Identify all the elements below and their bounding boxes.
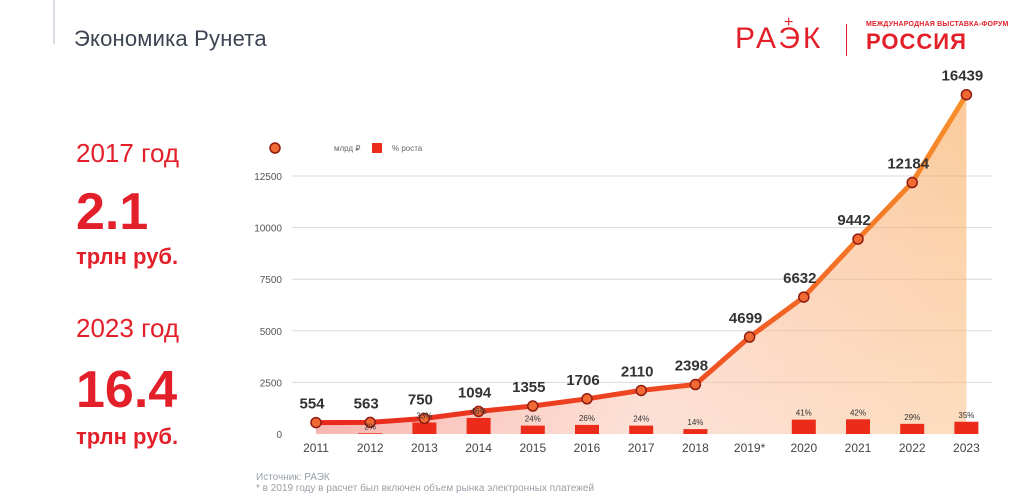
growth-bar bbox=[954, 421, 979, 434]
volume-label: 563 bbox=[354, 395, 379, 412]
x-tick-label: 2012 bbox=[357, 441, 384, 455]
volume-point bbox=[798, 291, 810, 303]
growth-bar-label: 35% bbox=[958, 411, 974, 420]
growth-bar bbox=[412, 422, 437, 434]
growth-bar-label: 26% bbox=[579, 414, 595, 423]
volume-point bbox=[960, 88, 973, 101]
y-tick-label: 12500 bbox=[254, 172, 282, 183]
y-tick-label: 7500 bbox=[260, 275, 283, 286]
volume-label: 750 bbox=[408, 392, 433, 409]
x-tick-label: 2013 bbox=[411, 441, 438, 455]
growth-bar bbox=[520, 425, 545, 434]
volume-point bbox=[527, 400, 539, 412]
volume-label: 2110 bbox=[621, 363, 654, 380]
growth-bar-label: 46% bbox=[471, 407, 487, 416]
footnote-text: * в 2019 году в расчет был включен объем… bbox=[256, 483, 595, 494]
x-tick-label: 2015 bbox=[519, 441, 546, 455]
volume-label: 6632 bbox=[783, 270, 816, 287]
growth-bar bbox=[846, 419, 870, 434]
volume-label: 9442 bbox=[837, 212, 870, 229]
x-tick-label: 2017 bbox=[628, 441, 655, 455]
growth-bar bbox=[466, 417, 491, 434]
summary-value-2017: 2.1 bbox=[76, 183, 149, 241]
volume-point bbox=[364, 416, 376, 429]
volume-point bbox=[689, 378, 702, 391]
growth-bar bbox=[683, 429, 708, 434]
summary-unit-2017: трлн руб. bbox=[76, 244, 179, 269]
y-tick-label: 2500 bbox=[260, 378, 283, 389]
growth-bar-label: 2% bbox=[364, 422, 376, 431]
volume-label: 1706 bbox=[566, 372, 599, 389]
x-tick-label: 2014 bbox=[465, 441, 492, 455]
legend: млрд ₽ % роста bbox=[251, 142, 423, 154]
raek-logo-text: РАЭК bbox=[735, 22, 824, 55]
volume-label: 554 bbox=[299, 396, 325, 413]
volume-point bbox=[418, 412, 431, 425]
summary-value-2023: 16.4 bbox=[76, 361, 178, 419]
growth-bar bbox=[900, 423, 925, 434]
x-tick-label: 2021 bbox=[845, 441, 872, 455]
y-tick-label: 10000 bbox=[254, 224, 282, 235]
legend-line-label: млрд ₽ bbox=[334, 144, 360, 153]
volume-point bbox=[635, 384, 647, 397]
x-tick-label: 2016 bbox=[574, 441, 601, 455]
growth-bar-label: 24% bbox=[525, 415, 541, 424]
russia-logo-name: РОССИЯ bbox=[866, 29, 967, 54]
axes: 0 2500 5000 7500 10000 12500 2011 2012 2013 2014 2… bbox=[254, 172, 980, 455]
volume-label: 4699 bbox=[729, 310, 762, 327]
legend-marker bbox=[269, 142, 281, 154]
volume-point bbox=[310, 416, 322, 429]
growth-bar-label: 29% bbox=[904, 413, 920, 422]
x-tick-label: 2019* bbox=[734, 441, 766, 455]
summary-year-2023: 2023 год bbox=[76, 313, 180, 343]
header-divider bbox=[53, 0, 55, 44]
volume-label: 1094 bbox=[458, 384, 492, 401]
legend-bar-label: % роста bbox=[392, 144, 423, 153]
data-labels: 2% 33% 46% 24% 26% 24% 14% 41% 42% 29% 35% 554 563 75… bbox=[299, 68, 983, 432]
growth-bar-label: 41% bbox=[796, 409, 812, 418]
volume-label: 16439 bbox=[942, 68, 984, 85]
volume-point bbox=[472, 405, 485, 418]
growth-bars bbox=[358, 417, 979, 434]
area-fill bbox=[316, 94, 967, 434]
x-tick-label: 2011 bbox=[303, 441, 329, 455]
source-text: Источник: РАЭК bbox=[256, 472, 330, 483]
volume-point bbox=[906, 176, 918, 189]
volume-label: 2398 bbox=[675, 358, 708, 375]
logo-separator bbox=[846, 24, 847, 56]
source-footer: Источник: РАЭК * в 2019 году в расчет бы… bbox=[256, 472, 594, 494]
y-tick-label: 0 bbox=[276, 430, 282, 441]
x-tick-label: 2023 bbox=[953, 441, 980, 455]
y-tick-label: 5000 bbox=[260, 327, 283, 338]
x-tick-label: 2022 bbox=[899, 441, 926, 455]
growth-bar bbox=[629, 425, 654, 434]
growth-bar-label: 33% bbox=[416, 411, 432, 420]
volume-point bbox=[581, 393, 593, 405]
growth-bar-label: 14% bbox=[687, 418, 703, 427]
volume-label: 12184 bbox=[887, 156, 929, 173]
summary-unit-2023: трлн руб. bbox=[76, 424, 179, 449]
volume-point bbox=[852, 233, 864, 245]
volume-label: 1355 bbox=[512, 379, 545, 396]
summary-year-2017: 2017 год bbox=[76, 138, 180, 168]
x-tick-label: 2020 bbox=[790, 441, 817, 455]
growth-bar bbox=[358, 433, 383, 434]
growth-bar bbox=[575, 424, 599, 434]
page-title: Экономика Рунета bbox=[74, 26, 267, 51]
volume-line bbox=[310, 88, 973, 429]
growth-bar-label: 42% bbox=[850, 408, 866, 417]
russia-logo-caption: МЕЖДУНАРОДНАЯ ВЫСТАВКА-ФОРУМ bbox=[866, 21, 1009, 28]
growth-bar-label: 24% bbox=[633, 415, 649, 424]
area-shade bbox=[316, 94, 967, 434]
growth-bar bbox=[791, 419, 816, 434]
volume-point bbox=[743, 331, 756, 343]
x-tick-label: 2018 bbox=[682, 441, 709, 455]
legend-bar-swatch bbox=[372, 143, 382, 153]
raek-logo-plus: + bbox=[784, 14, 794, 31]
